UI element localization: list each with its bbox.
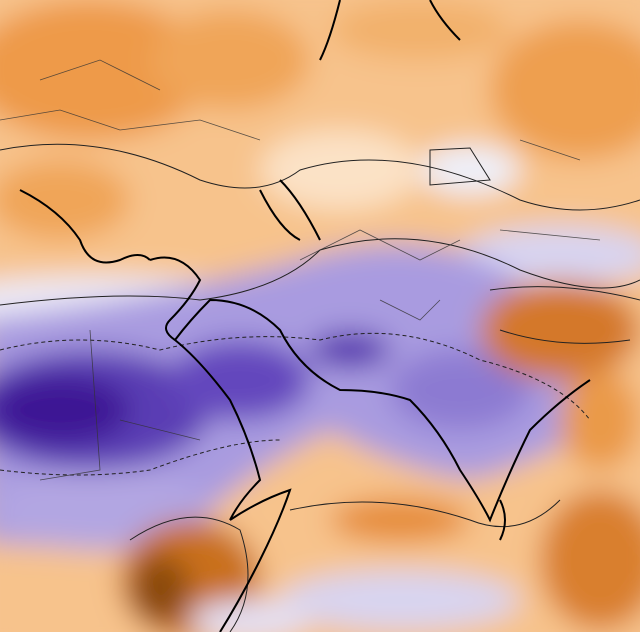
coastlines (19, 0, 591, 632)
borders (0, 59, 601, 481)
